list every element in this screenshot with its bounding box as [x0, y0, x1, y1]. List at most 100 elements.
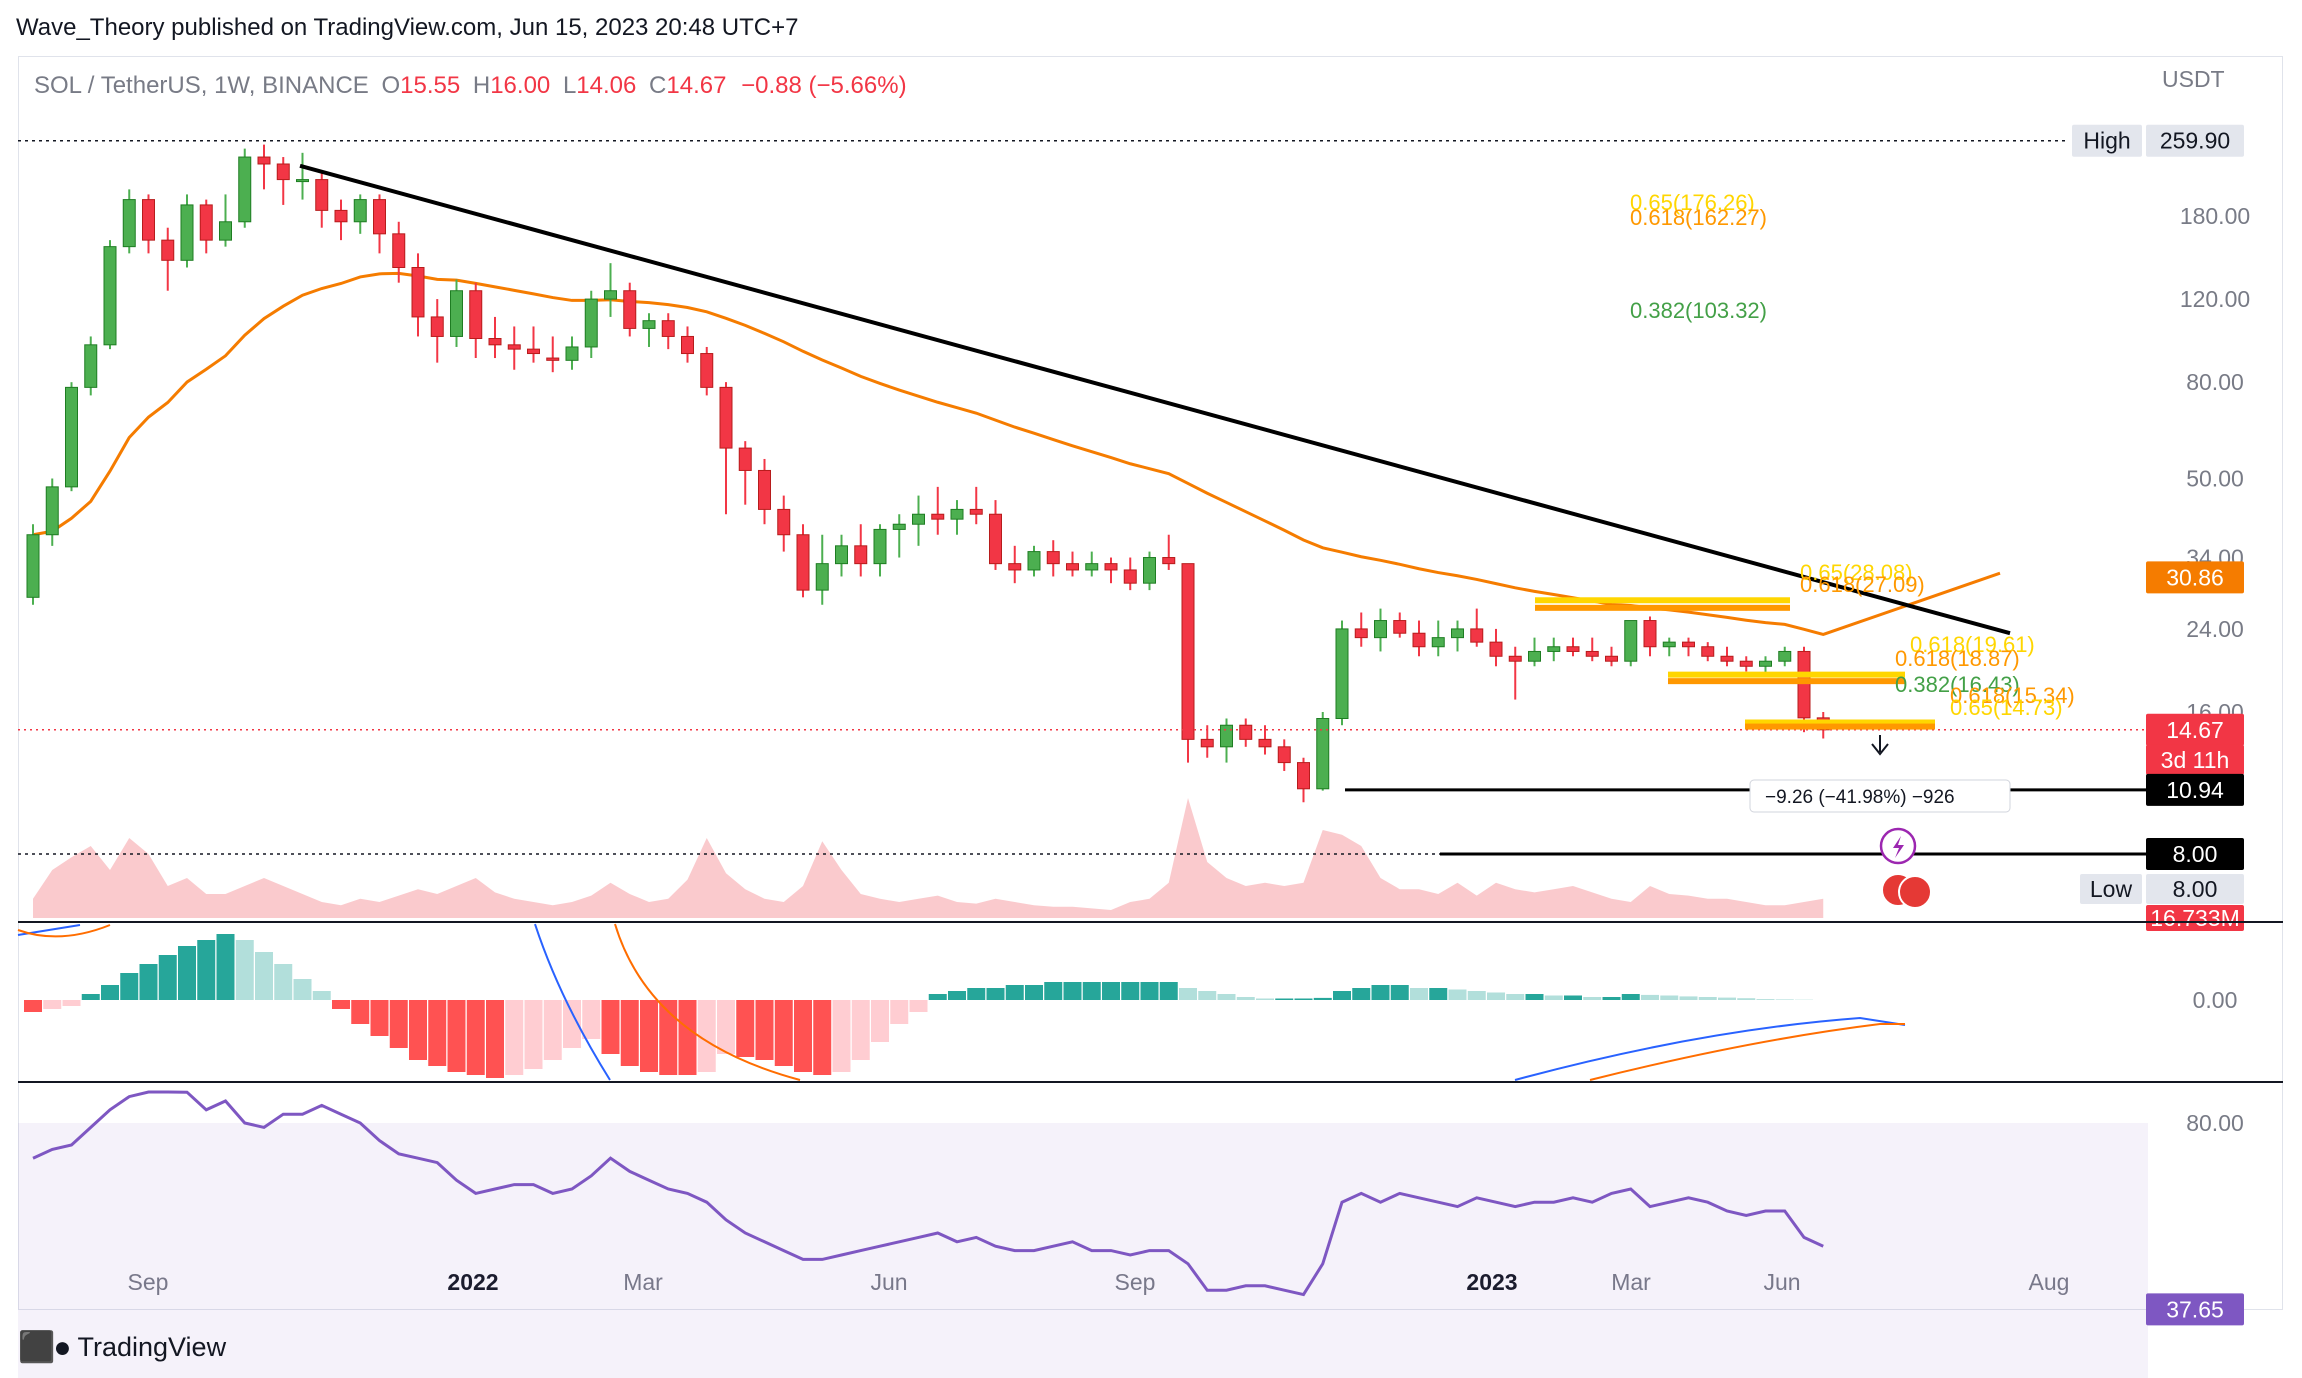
candle-body [334, 209, 348, 223]
y-tick-label: 180.00 [2180, 203, 2250, 229]
macd-bar [1506, 994, 1525, 1000]
candle-body [1316, 718, 1330, 790]
macd-bar [1198, 991, 1217, 1000]
macd-bar [447, 1000, 466, 1072]
last-price-tag-bg [2146, 713, 2244, 746]
ema-layer [32, 271, 2001, 637]
macd-bar [1564, 995, 1582, 1000]
candle-body [1046, 551, 1060, 565]
candle-body [1624, 620, 1638, 662]
currency-label[interactable]: USDT [2162, 66, 2225, 92]
footer-brand[interactable]: ⬛● TradingView [18, 1330, 226, 1365]
candle-body [238, 156, 252, 223]
macd-bar [1294, 998, 1313, 1000]
macd-bar [1102, 982, 1120, 1000]
ema-price-tag-bg [2146, 561, 2244, 594]
fib-label-4: 0.618(27.09) [1800, 572, 1925, 597]
candle-body [719, 386, 733, 449]
candle-body [546, 357, 560, 361]
candle-body [373, 199, 386, 235]
macd-bar [717, 1000, 735, 1054]
macd-bar [1217, 994, 1236, 1000]
macd-bar [1179, 988, 1197, 1000]
symbol-name[interactable]: SOL / TetherUS, 1W, BINANCE [34, 72, 369, 99]
candle-body [469, 290, 483, 340]
macd-bar [794, 1000, 812, 1072]
candle-body [989, 513, 1002, 565]
rsi-tag: 37.65 [2166, 1296, 2224, 1322]
macd-bar [1313, 997, 1332, 1000]
macd-bar [389, 1000, 408, 1048]
high-value: 259.90 [2160, 128, 2230, 154]
candle-body [1066, 563, 1079, 571]
macd-bar [774, 1000, 793, 1066]
tradingview-logo-icon: ⬛● [18, 1331, 72, 1364]
macd-bar [986, 988, 1005, 1000]
x-tick-label: Aug [2029, 1269, 2070, 1295]
macd-bar [1737, 998, 1756, 1000]
rsi-y-tick: 80.00 [2186, 1110, 2244, 1136]
macd-bar [1082, 982, 1101, 1000]
candle-body [1200, 738, 1214, 748]
rsi-line [32, 1090, 1824, 1297]
candle-body [1566, 646, 1580, 652]
macd-bar [158, 955, 177, 1000]
volume-tag-bg [2146, 905, 2244, 931]
macd-bar [1698, 997, 1717, 1000]
down-arrow-icon [1871, 735, 1889, 756]
candle-body [1374, 620, 1387, 639]
chart-frame[interactable] [18, 56, 2283, 1310]
macd-bar [563, 1000, 581, 1048]
high-label: High [2083, 128, 2130, 154]
candle-body [122, 199, 136, 248]
macd-bar [967, 988, 986, 1000]
macd-bar [601, 1000, 620, 1054]
candle-body [835, 545, 848, 565]
low-value: 14.06 [576, 72, 637, 99]
macd-bar [1583, 997, 1602, 1000]
macd-bar [1352, 988, 1371, 1000]
macd-bar [486, 1000, 504, 1078]
x-tick-label: Sep [1115, 1269, 1156, 1295]
candle-body [969, 508, 983, 515]
candle-body [815, 563, 829, 591]
candle-body [315, 179, 329, 211]
macd-bar [312, 991, 331, 1000]
high-value: 16.00 [490, 72, 551, 99]
candle-body [430, 316, 444, 337]
macd-bar [466, 1000, 485, 1075]
close-label: C [649, 72, 667, 99]
candle-body [1682, 641, 1695, 648]
candle-body [1759, 660, 1772, 667]
macd-bar [370, 1000, 389, 1036]
fib-label-5: 0.618(19.61) [1910, 632, 2035, 657]
candle-body [45, 486, 59, 536]
macd-bar [948, 991, 966, 1000]
candle-body [758, 469, 771, 510]
macd-bar [697, 1000, 716, 1072]
rsi-pane: 80.00 37.65 [18, 1090, 2244, 1378]
candle-body [681, 335, 694, 355]
x-tick-label: Mar [1611, 1269, 1651, 1295]
candle-body [1508, 655, 1522, 662]
macd-bar [409, 1000, 427, 1060]
macd-bar [428, 1000, 447, 1066]
fib-label-9: 0.65(14.73) [1950, 695, 2063, 720]
macd-bar [678, 1000, 697, 1075]
y-tick-label: 120.00 [2180, 286, 2250, 312]
candle-body [450, 290, 463, 337]
macd-bar [1602, 997, 1621, 1000]
macd-bar [1256, 998, 1274, 1000]
axis-layer: 180.00120.0080.0050.0034.0024.0016.00Hig… [18, 124, 2283, 1295]
candles-layer [26, 144, 1830, 803]
macd-bar [1063, 982, 1082, 1000]
macd-bar [139, 964, 158, 1000]
signal-line [17, 923, 1905, 1081]
candle-body [26, 534, 40, 598]
support-tag-2-bg [2146, 838, 2244, 871]
macd-bar [1005, 985, 1024, 1000]
candle-body [527, 348, 540, 355]
macd-bar [351, 1000, 370, 1024]
macd-bar [1044, 982, 1063, 1000]
